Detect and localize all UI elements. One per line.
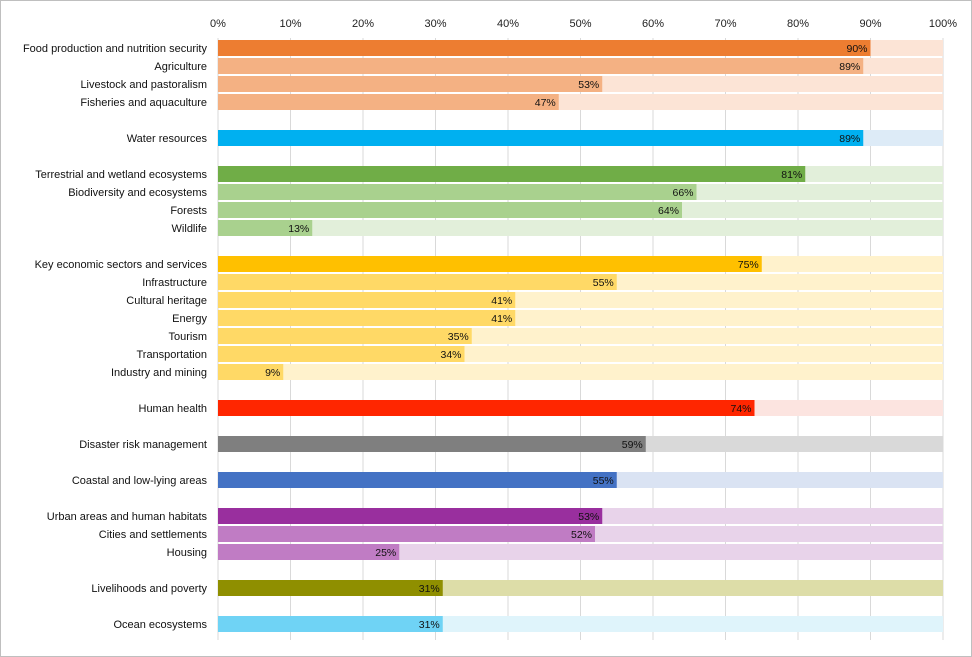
data-label: 9% [265, 367, 280, 379]
category-label: Terrestrial and wetland ecosystems [35, 169, 207, 181]
category-label: Coastal and low-lying areas [72, 475, 208, 487]
category-label: Fisheries and aquaculture [80, 97, 207, 109]
x-tick-label: 40% [497, 18, 519, 30]
x-tick-label: 30% [424, 18, 446, 30]
bar [218, 166, 806, 182]
category-label: Housing [167, 547, 207, 559]
bar [218, 256, 762, 272]
bar [218, 616, 443, 632]
bar [218, 544, 400, 560]
category-label: Transportation [136, 349, 207, 361]
bar [218, 76, 603, 92]
data-label: 66% [672, 187, 693, 199]
data-label: 13% [288, 223, 309, 235]
bar [218, 58, 864, 74]
bar [218, 400, 755, 416]
data-label: 25% [375, 547, 396, 559]
data-label: 90% [846, 43, 867, 55]
bar [218, 130, 864, 146]
bar-background [218, 220, 943, 236]
bar [218, 526, 595, 542]
bar [218, 184, 697, 200]
category-label: Biodiversity and ecosystems [68, 187, 207, 199]
data-label: 53% [578, 79, 599, 91]
category-label: Forests [170, 205, 207, 217]
bar [218, 580, 443, 596]
data-label: 31% [419, 619, 440, 631]
bar [218, 364, 284, 380]
category-label: Livestock and pastoralism [80, 79, 207, 91]
bar [218, 508, 603, 524]
data-label: 89% [839, 133, 860, 145]
category-label: Key economic sectors and services [35, 259, 208, 271]
category-label: Food production and nutrition security [23, 43, 208, 55]
category-labels: Food production and nutrition security Ag… [23, 43, 208, 631]
x-tick-label: 80% [787, 18, 809, 30]
data-label: 75% [738, 259, 759, 271]
bar [218, 436, 646, 452]
x-tick-label: 60% [642, 18, 664, 30]
x-tick-label: 70% [714, 18, 736, 30]
data-label: 64% [658, 205, 679, 217]
bar [218, 292, 516, 308]
data-label: 47% [535, 97, 556, 109]
category-label: Disaster risk management [79, 439, 207, 451]
data-label: 41% [491, 295, 512, 307]
bar [218, 274, 617, 290]
category-label: Human health [139, 403, 208, 415]
bar-background [218, 364, 943, 380]
category-label: Energy [172, 313, 207, 325]
bar [218, 472, 617, 488]
data-label: 53% [578, 511, 599, 523]
bar [218, 220, 313, 236]
data-label: 81% [781, 169, 802, 181]
bar [218, 94, 559, 110]
category-label: Agriculture [154, 61, 207, 73]
data-label: 34% [440, 349, 461, 361]
category-label: Tourism [168, 331, 207, 343]
data-label: 74% [730, 403, 751, 415]
category-label: Cities and settlements [99, 529, 208, 541]
x-tick-label: 50% [569, 18, 591, 30]
bars: 90% 89% 53% 47% 89% 81% 66% 64% 13% 75% 55% 41% 41% 3… [218, 40, 943, 632]
data-label: 89% [839, 61, 860, 73]
x-tick-label: 10% [279, 18, 301, 30]
bar [218, 202, 682, 218]
x-tick-label: 90% [859, 18, 881, 30]
data-label: 31% [419, 583, 440, 595]
bar [218, 328, 472, 344]
category-label: Urban areas and human habitats [47, 511, 208, 523]
bar [218, 346, 465, 362]
data-label: 41% [491, 313, 512, 325]
data-label: 59% [622, 439, 643, 451]
x-tick-label: 100% [929, 18, 957, 30]
x-tick-label: 20% [352, 18, 374, 30]
bar [218, 310, 516, 326]
category-label: Cultural heritage [126, 295, 207, 307]
category-label: Wildlife [172, 223, 207, 235]
category-label: Livelihoods and poverty [91, 583, 207, 595]
data-label: 55% [593, 277, 614, 289]
category-label: Industry and mining [111, 367, 207, 379]
category-label: Infrastructure [142, 277, 207, 289]
x-axis-tick-labels: 0% 10% 20% 30% 40% 50% 60% 70% 80% 90% 100% [210, 18, 957, 30]
data-label: 35% [448, 331, 469, 343]
category-label: Ocean ecosystems [113, 619, 207, 631]
data-label: 55% [593, 475, 614, 487]
data-label: 52% [571, 529, 592, 541]
x-tick-label: 0% [210, 18, 226, 30]
bar [218, 40, 871, 56]
category-label: Water resources [127, 133, 208, 145]
